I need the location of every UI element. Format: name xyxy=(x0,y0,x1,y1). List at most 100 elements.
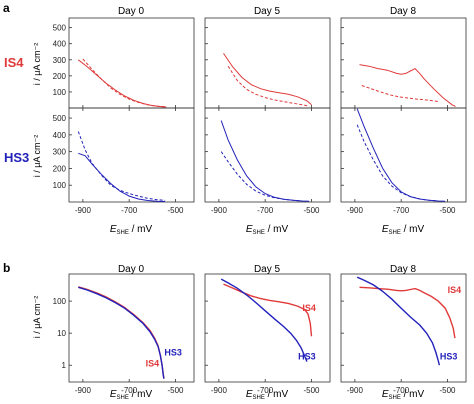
series-line-a-is4-day8-solid xyxy=(359,64,456,107)
x-tick-label-a-hs3-day5: -900 xyxy=(211,206,228,215)
y-tick-label-a-is4-day0: 500 xyxy=(53,24,67,33)
series-label-b-day5-is4: IS4 xyxy=(302,303,316,313)
y-tick-label-b-day0: 1 xyxy=(62,361,67,370)
series-line-a-hs3-day5-solid xyxy=(220,120,310,202)
x-axis-symbol: E xyxy=(246,389,253,400)
x-axis-unit: / mV xyxy=(129,389,153,400)
x-axis-symbol: E xyxy=(246,224,253,235)
x-tick-label-a-hs3-day0: -900 xyxy=(75,206,92,215)
x-axis-symbol: E xyxy=(110,389,117,400)
series-line-a-is4-day0-dashed xyxy=(82,58,166,108)
series-line-a-hs3-day8-solid xyxy=(356,108,446,202)
x-tick-label-a-hs3-day8: -900 xyxy=(347,206,364,215)
y-tick-label-a-is4-day0: 100 xyxy=(53,88,67,97)
panel-b-col-title-day8: Day 8 xyxy=(390,264,417,275)
x-axis-unit: / mV xyxy=(401,224,425,235)
x-axis-subscript: SHE xyxy=(388,395,400,401)
x-tick-label-a-hs3-day8: -700 xyxy=(393,206,410,215)
x-tick-label-b-day8: -700 xyxy=(393,386,410,395)
panel-a-col-title-day5: Day 5 xyxy=(254,6,281,17)
panel-b-label: b xyxy=(3,261,10,275)
x-axis-symbol: E xyxy=(382,389,389,400)
plot-frame-b-day0 xyxy=(68,273,195,383)
x-axis-title-b-day0: ESHE / mV xyxy=(110,389,153,401)
plot-frame-a-is4-day0 xyxy=(68,17,195,109)
x-axis-symbol: E xyxy=(382,224,389,235)
plot-area: 500 400 300 200 100 -900 -700 -500 500 400 300 200 1… xyxy=(53,17,467,395)
panel-a-label: a xyxy=(3,1,10,15)
series-line-a-is4-day8-dashed xyxy=(361,85,439,103)
y-tick-label-a-hs3-day0: 400 xyxy=(53,131,67,140)
x-axis-unit: / mV xyxy=(401,389,425,400)
y-axis-title-a-top: i / μA cm⁻² xyxy=(32,43,42,85)
plot-frame-a-hs3-day5 xyxy=(204,107,331,203)
series-line-a-is4-day0-solid xyxy=(77,59,167,108)
x-tick-label-a-hs3-day8: -500 xyxy=(439,206,456,215)
x-tick-label-b-day5: -500 xyxy=(303,386,320,395)
x-axis-title-b-day8: ESHE / mV xyxy=(382,389,425,401)
series-line-b-day8-is4 xyxy=(359,286,456,339)
x-axis-title-a-day8: ESHE / mV xyxy=(382,224,425,236)
x-tick-label-b-day8: -500 xyxy=(439,386,456,395)
series-label-b-day8-is4: IS4 xyxy=(448,285,462,295)
series-line-a-is4-day5-solid xyxy=(223,53,312,106)
plot-frame-a-is4-day8 xyxy=(340,17,467,109)
x-axis-symbol: E xyxy=(110,224,117,235)
x-axis-subscript: SHE xyxy=(116,230,128,236)
x-tick-label-a-hs3-day5: -700 xyxy=(257,206,274,215)
x-tick-label-b-day0: -700 xyxy=(121,386,138,395)
x-axis-unit: / mV xyxy=(265,224,289,235)
series-label-b-day5-hs3: HS3 xyxy=(298,352,316,362)
x-axis-subscript: SHE xyxy=(388,230,400,236)
y-tick-label-a-is4-day0: 300 xyxy=(53,56,67,65)
series-label-b-day8-hs3: HS3 xyxy=(440,352,458,362)
x-tick-label-b-day8: -900 xyxy=(347,386,364,395)
series-line-b-day0-hs3 xyxy=(78,286,165,379)
row-label-hs3: HS3 xyxy=(4,150,29,165)
plot-frame-a-hs3-day0 xyxy=(68,107,195,203)
panel-a-col-title-day8: Day 8 xyxy=(390,6,417,17)
series-label-b-day0-hs3: HS3 xyxy=(164,348,182,358)
plot-frame-a-hs3-day8 xyxy=(340,107,467,203)
series-line-b-day8-hs3 xyxy=(356,276,441,366)
y-tick-label-b-day0: 100 xyxy=(53,297,67,306)
y-axis-title-b: i / μA cm⁻² xyxy=(32,296,42,338)
series-line-a-hs3-day5-dashed xyxy=(220,151,303,202)
y-axis-title-a-bottom: i / μA cm⁻² xyxy=(32,135,42,177)
y-tick-label-a-hs3-day0: 200 xyxy=(53,164,67,173)
y-tick-label-a-hs3-day0: 300 xyxy=(53,148,67,157)
y-tick-label-a-hs3-day0: 100 xyxy=(53,181,67,190)
plot-frame-b-day8 xyxy=(340,273,467,383)
x-tick-label-b-day5: -700 xyxy=(257,386,274,395)
x-tick-label-b-day0: -500 xyxy=(167,386,184,395)
series-line-a-hs3-day0-dashed xyxy=(77,131,166,201)
x-axis-subscript: SHE xyxy=(116,395,128,401)
x-axis-unit: / mV xyxy=(265,389,289,400)
x-tick-label-b-day0: -900 xyxy=(75,386,92,395)
series-line-a-hs3-day0-solid xyxy=(78,152,166,202)
plot-frame-a-is4-day5 xyxy=(204,17,331,109)
x-tick-label-a-hs3-day0: -700 xyxy=(121,206,138,215)
x-axis-subscript: SHE xyxy=(252,230,264,236)
plot-frame-b-day5 xyxy=(204,273,331,383)
x-axis-unit: / mV xyxy=(129,224,153,235)
x-axis-subscript: SHE xyxy=(252,395,264,401)
x-axis-title-b-day5: ESHE / mV xyxy=(246,389,289,401)
x-axis-title-a-day0: ESHE / mV xyxy=(110,224,153,236)
x-tick-label-a-hs3-day5: -500 xyxy=(303,206,320,215)
x-tick-label-b-day5: -900 xyxy=(211,386,228,395)
series-label-b-day0-is4: IS4 xyxy=(146,359,160,369)
row-label-is4: IS4 xyxy=(4,55,24,70)
panel-a-col-title-day0: Day 0 xyxy=(118,6,145,17)
series-line-b-day5-is4 xyxy=(223,283,313,337)
y-tick-label-a-is4-day0: 400 xyxy=(53,40,67,49)
x-axis-title-a-day5: ESHE / mV xyxy=(246,224,289,236)
x-tick-label-a-hs3-day0: -500 xyxy=(167,206,184,215)
y-tick-label-b-day0: 10 xyxy=(57,329,66,338)
series-line-b-day5-hs3 xyxy=(220,278,308,362)
panel-b-col-title-day5: Day 5 xyxy=(254,264,281,275)
y-tick-label-a-hs3-day0: 500 xyxy=(53,114,67,123)
y-tick-label-a-is4-day0: 200 xyxy=(53,72,67,81)
series-line-a-hs3-day8-dashed xyxy=(356,124,438,202)
